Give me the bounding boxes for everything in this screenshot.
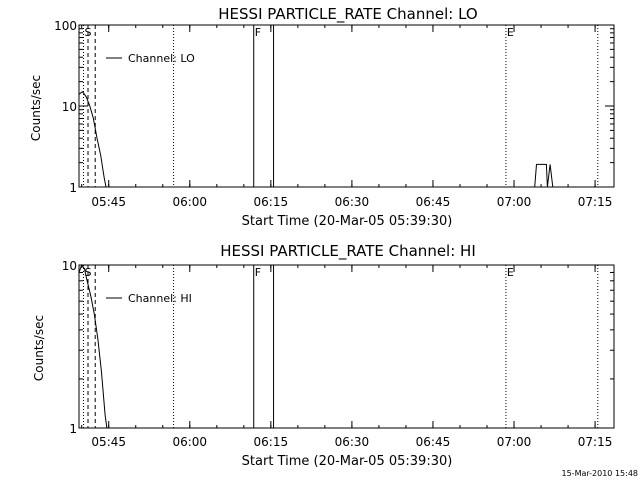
marker-lines (83, 265, 599, 428)
marker-label: F (255, 266, 261, 279)
y-axis-label: Counts/sec (29, 75, 43, 141)
legend: Channel: LO (106, 52, 195, 65)
marker-lines (83, 25, 599, 187)
y-axis-label: Counts/sec (32, 315, 46, 381)
marker-label: S (85, 266, 92, 279)
y-axis: 1 10 (62, 259, 614, 436)
x-tick-label: 06:00 (172, 435, 207, 449)
x-axis-label: Start Time (20-Mar-05 05:39:30) (242, 454, 453, 469)
series-line (78, 91, 107, 188)
y-axis: 1 10 100 (54, 19, 614, 195)
data-series (78, 91, 554, 188)
data-series (78, 263, 108, 429)
series-line (534, 163, 554, 188)
x-axis-label: Start Time (20-Mar-05 05:39:30) (242, 214, 453, 229)
x-tick-label: 06:30 (335, 435, 370, 449)
x-tick-label: 05:45 (91, 195, 126, 209)
x-tick-label: 07:00 (497, 435, 532, 449)
x-tick-label: 06:45 (416, 195, 451, 209)
plot-frame (78, 24, 615, 188)
marker-label: S (85, 26, 92, 39)
series-line (78, 263, 108, 429)
legend: Channel: HI (106, 292, 192, 305)
x-tick-label: 07:00 (497, 195, 532, 209)
x-tick-label: 06:15 (254, 435, 289, 449)
y-tick-label: 1 (69, 181, 77, 195)
y-tick-label: 10 (62, 259, 77, 273)
x-tick-label: 07:15 (578, 435, 613, 449)
legend-label: Channel: HI (128, 292, 192, 305)
marker-label: E (507, 26, 514, 39)
x-tick-label: 06:30 (335, 195, 370, 209)
x-tick-label: 06:00 (172, 195, 207, 209)
x-tick-label: 06:45 (416, 435, 451, 449)
footer-timestamp: 15-Mar-2010 15:48 (562, 469, 639, 478)
legend-label: Channel: LO (128, 52, 195, 65)
plot-frame (78, 264, 615, 429)
x-tick-label: 05:45 (91, 435, 126, 449)
marker-label: F (255, 26, 261, 39)
x-axis: 05:45 06:00 06:15 06:30 06:45 07:00 07:15 (81, 265, 613, 449)
y-tick-label: 10 (62, 100, 77, 114)
chart-title: HESSI PARTICLE_RATE Channel: LO (218, 5, 477, 24)
chart-panel-lo: HESSI PARTICLE_RATE Channel: LO S F E 05:4… (29, 5, 615, 229)
chart-title: HESSI PARTICLE_RATE Channel: HI (220, 242, 476, 261)
chart-panel-hi: HESSI PARTICLE_RATE Channel: HI S F E 05:4… (32, 242, 615, 469)
x-tick-label: 07:15 (578, 195, 613, 209)
marker-label: E (507, 266, 514, 279)
y-tick-label: 1 (69, 422, 77, 436)
x-tick-label: 06:15 (254, 195, 289, 209)
y-tick-label: 100 (54, 19, 77, 33)
x-axis: 05:45 06:00 06:15 06:30 06:45 07:00 07:15 (81, 25, 613, 209)
